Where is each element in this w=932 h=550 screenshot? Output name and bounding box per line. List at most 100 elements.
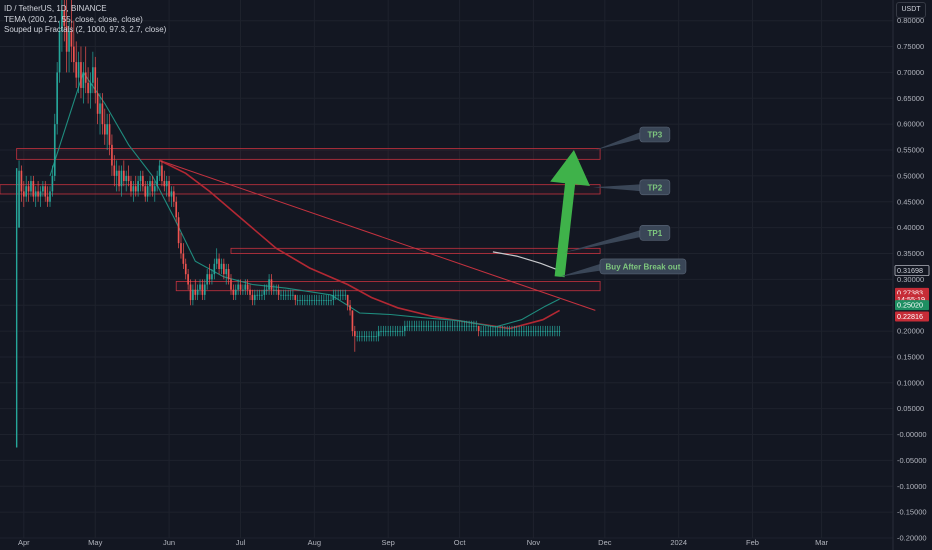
candle (201, 279, 204, 301)
candle (242, 284, 244, 295)
candle (277, 284, 280, 301)
candle (520, 325, 523, 337)
candle (56, 62, 58, 135)
candle (554, 325, 556, 337)
candle (544, 325, 547, 337)
candle (337, 289, 339, 301)
candle (342, 289, 344, 301)
candle-body (32, 181, 35, 197)
candle (313, 294, 316, 306)
candle (251, 289, 254, 306)
candle-body (420, 325, 423, 327)
candle-body (287, 294, 289, 296)
candle-body (492, 331, 494, 332)
price-tag-label: 0.27383 (897, 288, 923, 297)
candle (365, 331, 368, 342)
callout-tp2[interactable]: TP2 (592, 179, 671, 196)
candle (330, 294, 332, 306)
candle-body (444, 325, 447, 327)
candle-body (370, 336, 373, 338)
candle (377, 325, 380, 342)
candle-body (56, 72, 58, 125)
candle-body (439, 325, 442, 327)
price-tick-label: -0.00000 (897, 430, 927, 439)
candle (268, 274, 270, 295)
candle (27, 181, 30, 202)
callout-tp3[interactable]: TP3 (595, 126, 671, 151)
candle-body (558, 331, 561, 332)
candle (142, 170, 144, 192)
candle-body (22, 191, 25, 197)
annotations[interactable]: TP3 TP2 TP1 Buy After Break out (550, 126, 687, 278)
candle-body (394, 331, 397, 332)
candle (358, 331, 361, 342)
candle-body (158, 165, 161, 176)
candle (258, 289, 261, 301)
candle-body (49, 191, 51, 202)
price-tick-label: 0.45000 (897, 197, 924, 206)
candle (134, 175, 137, 197)
candle-body (261, 294, 263, 296)
price-axis[interactable]: 0.80000 0.75000 0.70000 0.65000 0.60000 0.550… (892, 0, 927, 550)
candle-body (551, 331, 554, 332)
legend-indicator-tema[interactable]: TEMA (200, 21, 55, close, close, close) (4, 14, 143, 24)
candle-body (211, 274, 213, 280)
legend-indicator-fractals[interactable]: Souped up Fractals (2, 1000, 97.3, 2.7, … (4, 25, 167, 34)
candle-body (511, 331, 513, 332)
candle-body (387, 331, 389, 332)
candle-body (484, 331, 487, 332)
candle-body (127, 175, 130, 182)
candle (399, 325, 401, 337)
candle (34, 186, 37, 207)
candle-body (280, 294, 282, 296)
candle (246, 279, 249, 295)
candle-body (80, 62, 82, 88)
candle (504, 325, 506, 337)
candle (113, 155, 116, 187)
candle-body (115, 170, 118, 176)
candle (415, 320, 418, 332)
candle-body (189, 284, 192, 301)
candle (534, 325, 537, 337)
candle-body (184, 263, 187, 275)
candle-body (237, 284, 239, 290)
currency-button[interactable]: USDT (896, 2, 926, 18)
candle (161, 160, 163, 187)
time-axis[interactable]: Apr May Jun Jul Aug Sep Oct Nov Dec 2024 Feb Mar (18, 538, 829, 547)
price-tick-label: 0.15000 (897, 352, 924, 361)
candles (15, 0, 561, 448)
candle-body (156, 175, 159, 187)
candle (151, 175, 154, 197)
price-tag: 0.31698 (894, 265, 930, 276)
candle-body (384, 331, 387, 332)
candle (265, 284, 268, 295)
candle-body (273, 289, 275, 291)
candle (368, 331, 370, 342)
candle-body (456, 325, 459, 327)
grid (0, 0, 893, 539)
time-tick-label: Mar (815, 538, 828, 547)
candle (89, 72, 92, 109)
candle-body (142, 175, 144, 187)
candle-body (165, 181, 168, 187)
candle-body (506, 331, 509, 332)
candle (189, 279, 192, 306)
candle (270, 274, 273, 295)
candle-body (461, 325, 463, 327)
candle (296, 294, 299, 306)
candle (146, 181, 149, 202)
candle (527, 325, 530, 337)
callout-tp1[interactable]: TP1 (564, 224, 671, 253)
candle-body (299, 300, 301, 301)
candle-body (389, 331, 392, 332)
legend-symbol[interactable]: ID / TetherUS, 1D, BINANCE (4, 4, 107, 13)
candle-body (477, 325, 480, 332)
candle (175, 196, 178, 223)
target-arrow (550, 150, 590, 278)
candle (411, 320, 413, 332)
candle-body (323, 300, 325, 301)
candle (406, 320, 409, 332)
callout-buy-after-break-out[interactable]: Buy After Break out (559, 258, 687, 277)
candle-body (539, 331, 542, 332)
